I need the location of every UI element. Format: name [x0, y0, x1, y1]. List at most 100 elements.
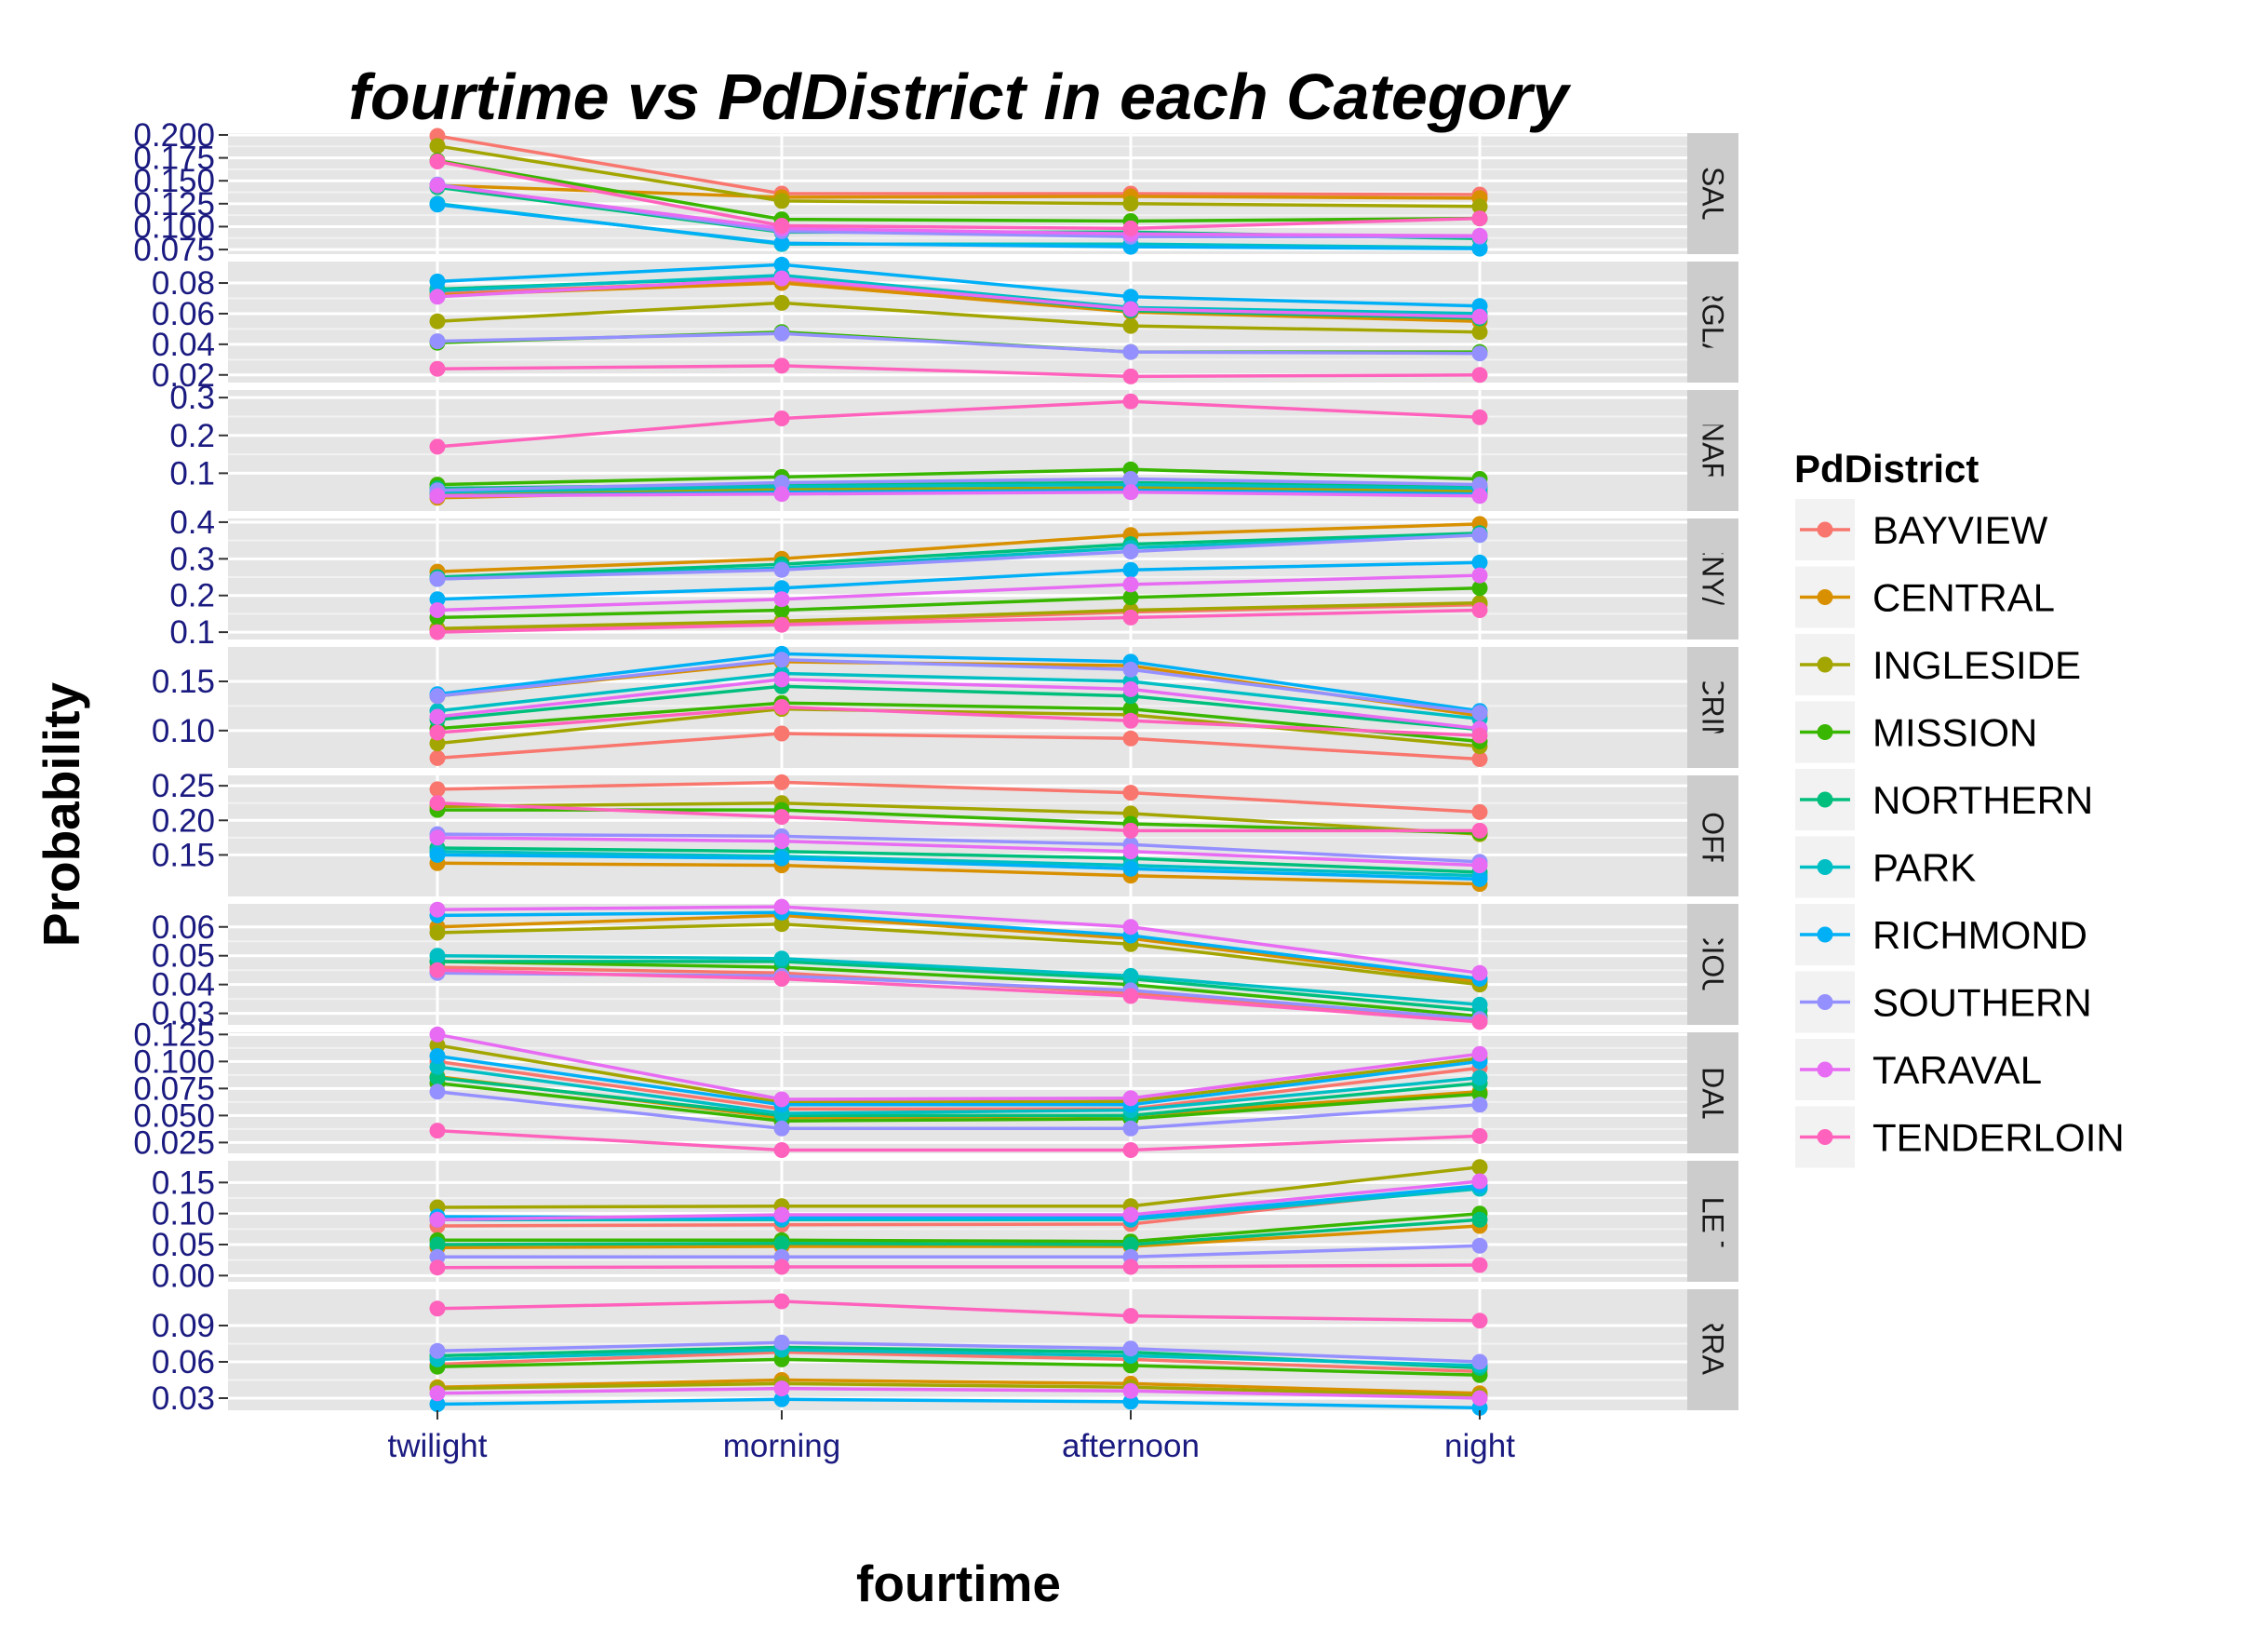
data-point: [773, 916, 790, 933]
data-point: [429, 602, 446, 618]
data-point: [1471, 1173, 1488, 1190]
series-line: [436, 801, 1481, 836]
data-point: [1122, 471, 1139, 487]
data-point: [1122, 1236, 1139, 1253]
facet-strip-label: NON-CRIMINAL: [1697, 599, 1730, 817]
data-point: [773, 1334, 790, 1351]
series-line: [436, 490, 1481, 498]
facet-strip: VANDALISM: [1687, 1032, 1738, 1153]
data-point: [429, 688, 446, 705]
legend-entry-taraval: TARAVAL: [1793, 1037, 2042, 1102]
series-southern: [429, 471, 1488, 499]
data-point: [773, 1380, 790, 1397]
data-point: [773, 325, 790, 342]
y-tick-label: 0.125: [133, 186, 215, 222]
data-point: [1122, 1206, 1139, 1223]
series-line: [436, 1218, 1481, 1246]
facet-strip: NON-CRIMINAL: [1687, 599, 1738, 817]
x-tick-label: afternoon: [1062, 1428, 1200, 1464]
data-point: [1471, 580, 1488, 597]
legend: PdDistrict BAYVIEW CENTRAL INGLESIDE MISSIO…: [1793, 447, 2125, 1170]
series-line: [436, 953, 1481, 1007]
data-point: [429, 313, 446, 330]
data-point: [773, 256, 790, 273]
data-point: [773, 270, 790, 287]
series-tenderloin: [429, 393, 1488, 455]
series-line: [436, 399, 1481, 449]
data-point: [773, 294, 790, 311]
facet-strip-label: BURGLARY: [1697, 240, 1730, 403]
x-axis-title: fourtime: [856, 1555, 1061, 1612]
data-point: [773, 193, 790, 209]
series-line: [436, 853, 1481, 882]
data-point: [1471, 996, 1488, 1013]
series-line: [436, 1179, 1481, 1222]
data-point: [429, 138, 446, 155]
data-point: [773, 1206, 790, 1223]
series-line: [436, 705, 1481, 737]
series-line: [436, 158, 1481, 223]
series-tenderloin: [429, 1123, 1488, 1158]
data-point: [1122, 967, 1139, 984]
x-tick-label: twilight: [388, 1428, 488, 1464]
series-southern: [429, 325, 1488, 362]
data-point: [429, 488, 446, 505]
legend-entry-northern: NORTHERN: [1793, 767, 2093, 832]
legend-entry-tenderloin: TENDERLOIN: [1793, 1104, 2125, 1170]
data-point: [1471, 210, 1488, 227]
data-point: [773, 971, 790, 987]
data-point: [1122, 301, 1139, 317]
series-southern: [429, 527, 1488, 587]
series-line: [436, 602, 1481, 632]
data-point: [1471, 554, 1488, 571]
data-point: [1471, 1353, 1488, 1370]
series-line: [436, 159, 1481, 231]
series-line: [436, 849, 1481, 878]
y-tick-label: 0.200: [133, 117, 215, 154]
data-point: [773, 218, 790, 234]
data-point: [1471, 308, 1488, 325]
data-point: [773, 591, 790, 608]
series-line: [436, 1054, 1481, 1107]
panel-burglary: 0.020.040.060.08 BURGLARY: [152, 240, 1738, 403]
series-line: [436, 276, 1481, 318]
data-point: [773, 602, 790, 618]
legend-key-point: [1817, 994, 1833, 1010]
series-richmond: [429, 554, 1488, 608]
panel-vehicle-theft: 0.000.050.100.15 VEHICLE THEFT: [152, 1159, 1738, 1294]
legend-label: TENDERLOIN: [1872, 1116, 2125, 1160]
data-point: [429, 1236, 446, 1253]
series-line: [436, 274, 1481, 316]
facet-strip-background: [1687, 390, 1738, 511]
data-point: [1471, 1159, 1488, 1176]
y-tick-label: 0.08: [152, 265, 215, 302]
facet-strip: SUSPICIOUS OCC: [1687, 904, 1738, 1025]
data-point: [1471, 567, 1488, 584]
series-line: [437, 1187, 1481, 1222]
facet-strip-background: [1687, 1289, 1738, 1410]
y-tick-label: 0.20: [152, 802, 215, 839]
data-point: [1122, 1142, 1139, 1158]
data-point: [429, 1123, 446, 1139]
x-tick-label: night: [1444, 1428, 1515, 1464]
data-point: [429, 624, 446, 640]
series-line: [436, 560, 1481, 601]
data-point: [1122, 317, 1139, 334]
facet-strip: DRUG/NARCOTIC: [1687, 390, 1738, 511]
legend-key-point: [1817, 656, 1833, 673]
series-line: [436, 1032, 1481, 1101]
data-point: [1471, 1211, 1488, 1228]
legend-entry-richmond: RICHMOND: [1793, 902, 2087, 967]
data-point: [1122, 860, 1139, 877]
y-tick-label: 0.06: [152, 909, 215, 946]
data-point: [429, 333, 446, 350]
series-line: [436, 573, 1481, 613]
data-point: [429, 273, 446, 289]
data-point: [429, 724, 446, 741]
data-point: [429, 1070, 446, 1086]
data-point: [1471, 527, 1488, 544]
panel-background: [228, 904, 1687, 1025]
data-point: [773, 486, 790, 503]
data-point: [1471, 1014, 1488, 1030]
